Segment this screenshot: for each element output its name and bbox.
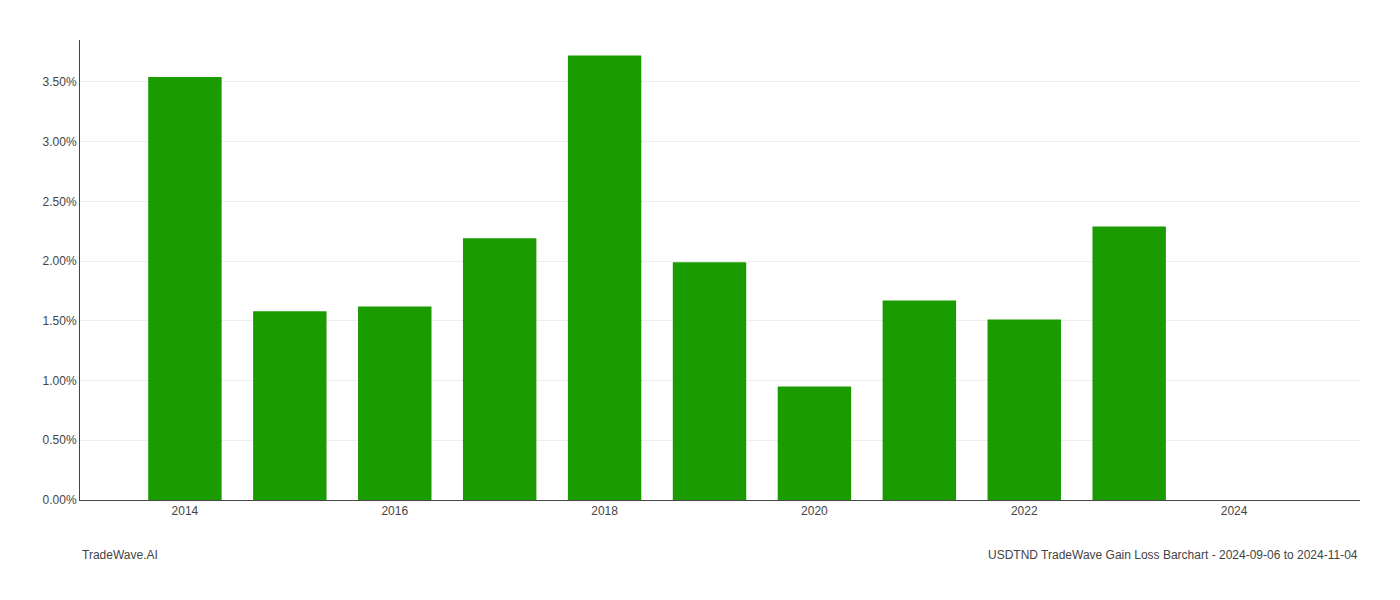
svg-text:2020: 2020 (801, 504, 828, 518)
svg-text:2016: 2016 (381, 504, 408, 518)
svg-text:3.00%: 3.00% (43, 135, 77, 149)
svg-text:USDTND TradeWave Gain Loss Bar: USDTND TradeWave Gain Loss Barchart - 20… (988, 548, 1358, 562)
svg-text:1.00%: 1.00% (43, 374, 77, 388)
svg-text:0.50%: 0.50% (43, 433, 77, 447)
svg-text:2.50%: 2.50% (43, 195, 77, 209)
svg-text:1.50%: 1.50% (43, 314, 77, 328)
svg-text:2014: 2014 (172, 504, 199, 518)
svg-text:2022: 2022 (1011, 504, 1038, 518)
svg-text:0.00%: 0.00% (43, 493, 77, 507)
svg-text:2018: 2018 (591, 504, 618, 518)
svg-text:3.50%: 3.50% (43, 75, 77, 89)
svg-text:2.00%: 2.00% (43, 254, 77, 268)
svg-text:TradeWave.AI: TradeWave.AI (82, 548, 158, 562)
svg-text:2024: 2024 (1221, 504, 1248, 518)
